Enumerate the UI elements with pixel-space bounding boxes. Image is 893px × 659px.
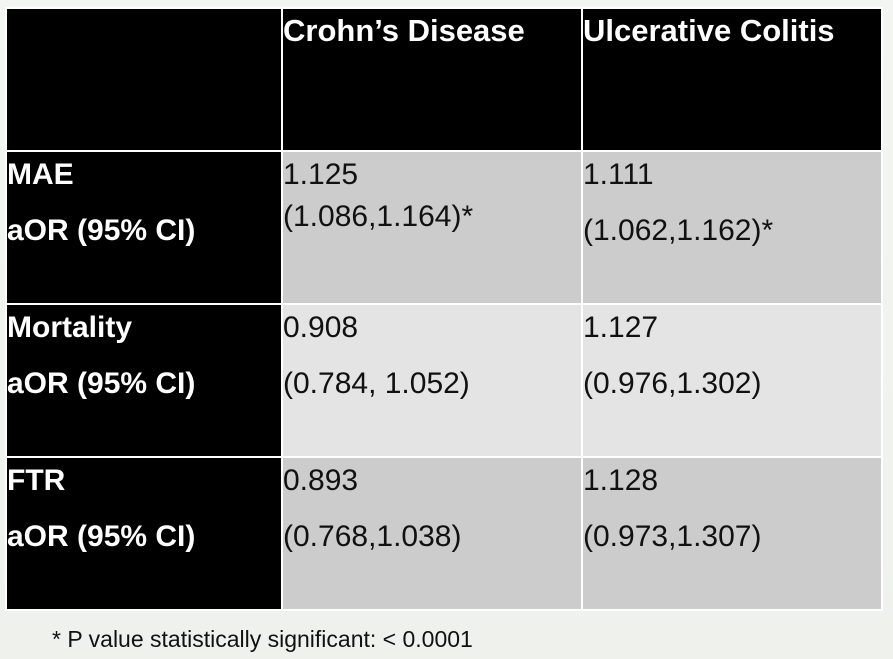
cell-ci: (0.784, 1.052) [283, 367, 470, 400]
row-label-title: MAE [7, 158, 74, 191]
cell-value: 0.908 [283, 311, 359, 344]
row-label-title: FTR [7, 464, 66, 497]
cell-ci: (0.973,1.307) [583, 520, 762, 553]
cell-ci: (0.768,1.038) [283, 520, 462, 553]
cell-value: 1.125 [283, 158, 359, 191]
cell-mortality-uc: 1.127 (0.976,1.302) [581, 303, 883, 458]
cell-mae-uc: 1.111 (1.062,1.162)* [581, 150, 883, 305]
cell-ftr-uc: 1.128 (0.973,1.307) [581, 456, 883, 611]
row-label-subtitle: aOR (95% CI) [7, 367, 196, 400]
results-table: Crohn’s Disease Ulcerative Colitis MAE a… [5, 7, 883, 611]
footnote: * P value statistically significant: < 0… [52, 626, 473, 652]
row-label-title: Mortality [7, 311, 133, 344]
table-row-ftr: FTR aOR (95% CI) 0.893 (0.768,1.038) 1.1… [5, 456, 883, 611]
cell-value: 0.893 [283, 464, 359, 497]
cell-ci: (1.086,1.164)* [283, 200, 474, 233]
table-header-row: Crohn’s Disease Ulcerative Colitis [5, 7, 883, 152]
cell-ci: (1.062,1.162)* [583, 214, 774, 247]
cell-mortality-crohns: 0.908 (0.784, 1.052) [281, 303, 583, 458]
row-label-subtitle: aOR (95% CI) [7, 520, 196, 553]
table-row-mae: MAE aOR (95% CI) 1.125 (1.086,1.164)* 1.… [5, 150, 883, 305]
header-ulcerative-colitis: Ulcerative Colitis [581, 7, 883, 152]
row-label-ftr: FTR aOR (95% CI) [5, 456, 283, 611]
row-label-mortality: Mortality aOR (95% CI) [5, 303, 283, 458]
table-row-mortality: Mortality aOR (95% CI) 0.908 (0.784, 1.0… [5, 303, 883, 458]
header-corner-cell [5, 7, 283, 152]
cell-value: 1.128 [583, 464, 659, 497]
row-label-mae: MAE aOR (95% CI) [5, 150, 283, 305]
cell-value: 1.127 [583, 311, 659, 344]
cell-ftr-crohns: 0.893 (0.768,1.038) [281, 456, 583, 611]
cell-mae-crohns: 1.125 (1.086,1.164)* [281, 150, 583, 305]
row-label-subtitle: aOR (95% CI) [7, 214, 196, 247]
cell-ci: (0.976,1.302) [583, 367, 762, 400]
header-crohns-disease: Crohn’s Disease [281, 7, 583, 152]
cell-value: 1.111 [583, 158, 654, 191]
